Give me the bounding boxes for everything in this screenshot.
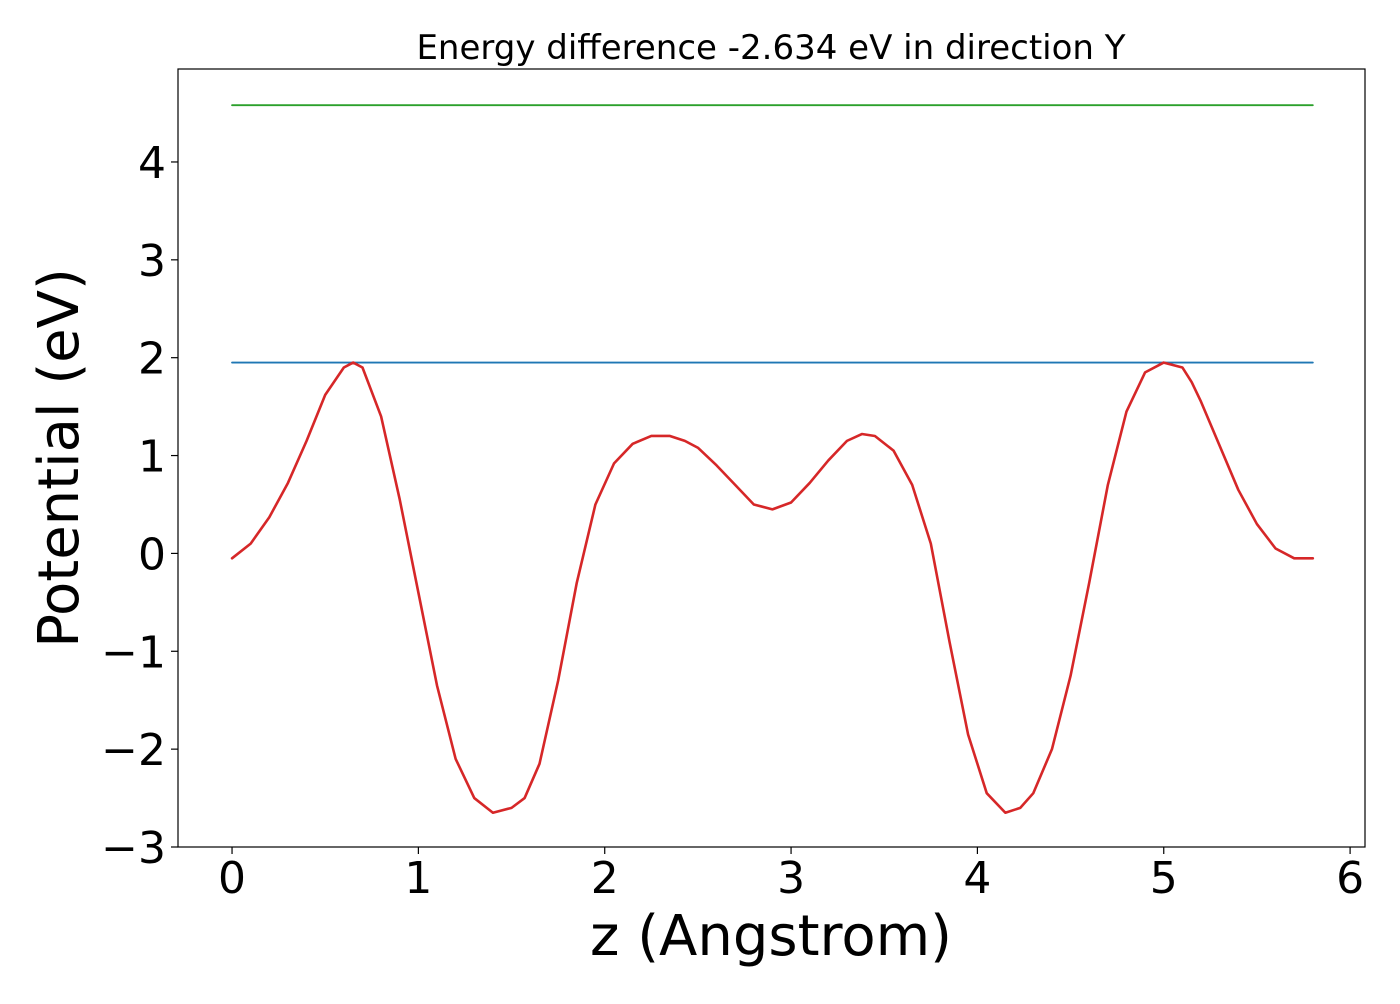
series-line-2 <box>230 361 1315 815</box>
x-tick-label: 5 <box>1150 853 1178 904</box>
y-tick-label: 0 <box>138 529 166 580</box>
y-tick-label: 1 <box>138 432 166 483</box>
x-axis-label: z (Angstrom) <box>590 904 952 969</box>
x-tick-label: 6 <box>1336 853 1364 904</box>
y-tick-label: 3 <box>138 236 166 287</box>
x-tick-label: 2 <box>591 853 619 904</box>
x-tick-label: 0 <box>218 853 246 904</box>
x-axis-ticks: 0 1 2 3 4 5 6 <box>218 847 1364 904</box>
x-tick-label: 1 <box>404 853 432 904</box>
y-axis-label: Potential (eV) <box>27 268 92 648</box>
y-tick-label: −3 <box>101 823 166 874</box>
plot-frame <box>177 68 1366 848</box>
chart-title: Energy difference -2.634 eV in direction… <box>416 28 1125 68</box>
x-tick-label: 3 <box>777 853 805 904</box>
y-axis-ticks: −3 −2 −1 0 1 2 3 4 <box>101 138 178 874</box>
plot-area <box>230 104 1315 815</box>
y-tick-label: 4 <box>138 138 166 189</box>
y-tick-label: −2 <box>101 725 166 776</box>
y-tick-label: 2 <box>138 334 166 385</box>
x-tick-label: 4 <box>963 853 991 904</box>
y-tick-label: −1 <box>101 627 166 678</box>
